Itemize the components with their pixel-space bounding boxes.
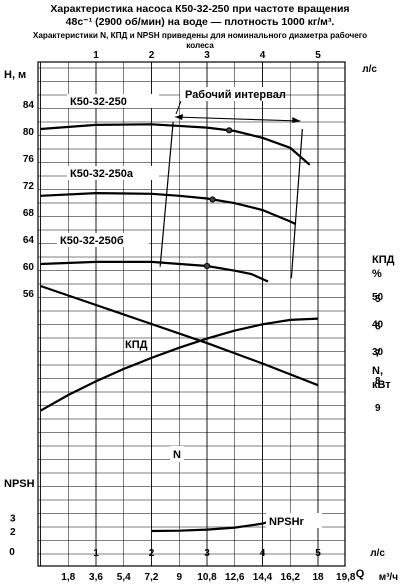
npsh-curve-line xyxy=(151,519,274,533)
efficiency-tick-label: 50 xyxy=(372,292,384,303)
bottom-tick-label-m3h: 5,4 xyxy=(117,572,131,583)
bottom-tick-label-ls: 1 xyxy=(93,548,99,559)
bottom-tick-label-m3h: 9 xyxy=(176,572,182,583)
power-tick-label: 7 xyxy=(375,349,381,360)
head-tick-label: 84 xyxy=(23,100,35,111)
operating-range-leader xyxy=(175,100,182,115)
power-axis-unit: кВт xyxy=(372,379,391,391)
head-tick-label: 64 xyxy=(23,235,35,246)
bottom-tick-label-m3h: 7,2 xyxy=(145,572,159,583)
bottom-tick-label-ls: 0 xyxy=(9,547,15,558)
bottom-tick-label-m3h: 18 xyxy=(312,572,324,583)
bottom-tick-label-m3h: 16,2 xyxy=(281,572,301,583)
bottom-tick-label-ls: 5 xyxy=(315,548,321,559)
bottom-tick-label-ls: 4 xyxy=(260,548,266,559)
power-tick-label: 5 xyxy=(375,294,381,305)
efficiency-axis-label: КПД xyxy=(372,254,395,266)
efficiency-axis-unit: % xyxy=(372,268,382,280)
head-curve-label: К50-32-250б xyxy=(60,235,124,247)
chart-subtitle-line-2: колеса xyxy=(186,41,214,50)
head-curve-label: К50-32-250 xyxy=(70,96,127,108)
head-tick-label: 80 xyxy=(23,127,35,138)
bottom-tick-label-ls: 3 xyxy=(204,548,210,559)
chart-title-line-2: 48с⁻¹ (2900 об/мин) на воде — плотность … xyxy=(65,16,335,28)
chart-title-line-1: Характеристика насоса К50-32-250 при час… xyxy=(50,3,350,15)
bottom-axis-unit-m3h: м³/ч xyxy=(379,572,399,583)
head-tick-label: 68 xyxy=(23,208,35,219)
bottom-tick-label-m3h: 12,6 xyxy=(225,572,245,583)
npsh-tick-label: 3 xyxy=(10,514,16,525)
npsh-label-bg xyxy=(266,513,322,528)
bottom-axis-unit-ls: л/с xyxy=(370,548,385,559)
efficiency-curve-label: КПД xyxy=(125,339,148,351)
power-curve-label: N xyxy=(173,449,181,461)
operating-range-label-bg xyxy=(180,87,278,101)
head-label-bg xyxy=(67,166,159,180)
chart-subtitle-line-1: Характеристики N, КПД и NPSH приведены д… xyxy=(32,31,368,40)
power-tick-label: 8 xyxy=(375,376,381,387)
operating-range-label: Рабочий интервал xyxy=(185,89,286,101)
npsh-curve-label: NPSHr xyxy=(269,516,305,528)
top-tick-label: 4 xyxy=(260,50,266,61)
head-curve-label: К50-32-250а xyxy=(70,168,134,180)
top-tick-label: 5 xyxy=(315,50,321,61)
bottom-tick-label-m3h: 3,6 xyxy=(89,572,103,583)
power-tick-label: 6 xyxy=(375,321,381,332)
npsh-tick-label: 2 xyxy=(10,527,16,538)
head-curve-line xyxy=(40,191,297,226)
head-curve-marker xyxy=(226,127,233,134)
power-tick-label: 9 xyxy=(375,403,381,414)
bottom-tick-label-m3h: 19,8 xyxy=(336,572,356,583)
top-tick-label: 1 xyxy=(93,50,99,61)
efficiency-tick-label: 30 xyxy=(372,347,384,358)
head-tick-label: 76 xyxy=(23,154,35,165)
npsh-axis-label: NPSH xyxy=(4,478,35,490)
bottom-tick-label-m3h: 14,4 xyxy=(253,572,273,583)
head-axis-label: H, м xyxy=(4,69,26,81)
top-tick-label: 2 xyxy=(149,50,155,61)
power-axis-label: N, xyxy=(372,365,383,377)
head-tick-label: 72 xyxy=(23,181,35,192)
head-tick-label: 60 xyxy=(23,262,35,273)
efficiency-tick-label: 40 xyxy=(372,320,384,331)
power-label-bg xyxy=(170,446,184,462)
head-curve-line xyxy=(40,260,269,283)
plot-frame xyxy=(37,61,346,567)
power-curve-line xyxy=(40,284,319,387)
head-curve-marker xyxy=(203,262,211,270)
top-tick-label: 3 xyxy=(204,50,210,61)
q-axis-letter: Q xyxy=(356,568,365,580)
operating-range-arrowhead-left xyxy=(175,114,184,120)
top-axis-unit: л/с xyxy=(362,64,377,75)
head-label-bg xyxy=(67,94,159,108)
head-tick-label: 56 xyxy=(23,289,35,300)
bottom-tick-label-m3h: 1,8 xyxy=(61,572,75,583)
head-label-bg xyxy=(57,233,149,247)
operating-range-right-boundary xyxy=(290,128,303,279)
operating-range-arrow xyxy=(175,116,301,122)
bottom-tick-label-m3h: 10,8 xyxy=(197,572,217,583)
bottom-tick-label-ls: 2 xyxy=(149,548,155,559)
operating-range-arrowhead-right xyxy=(292,117,301,123)
efficiency-curve-line xyxy=(39,317,319,412)
head-curve-marker xyxy=(209,196,216,203)
operating-range-left-boundary xyxy=(159,121,174,267)
head-curve-line xyxy=(40,123,311,166)
